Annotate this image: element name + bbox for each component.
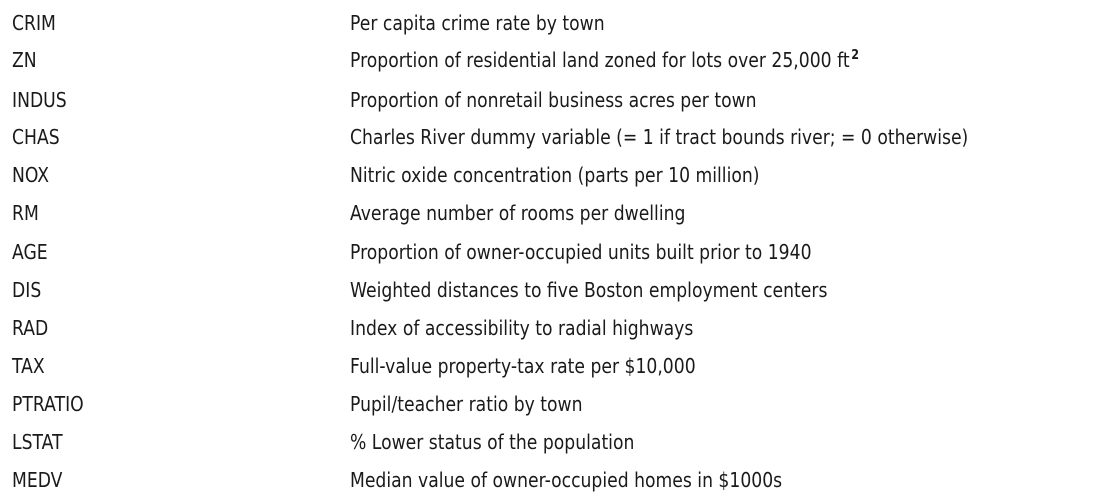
variable-row-lstat: LSTAT % Lower status of the population [0,423,1118,461]
variable-name: AGE [12,240,48,264]
variable-name: INDUS [12,88,67,112]
variable-row-age: AGE Proportion of owner-occupied units b… [0,233,1118,271]
variable-name: ZN [12,48,37,72]
variable-row-medv: MEDV Median value of owner-occupied home… [0,461,1118,499]
variable-description: Proportion of owner-occupied units built… [350,240,812,264]
variable-row-dis: DIS Weighted distances to five Boston em… [0,271,1118,309]
variable-row-tax: TAX Full-value property-tax rate per $10… [0,347,1118,385]
variable-row-zn: ZN Proportion of residential land zoned … [0,41,1118,79]
variable-description: Full-value property-tax rate per $10,000 [350,354,696,378]
variable-row-chas: CHAS Charles River dummy variable (= 1 i… [0,118,1118,156]
variable-name: NOX [12,163,50,187]
variable-name: RAD [12,316,49,340]
variable-row-nox: NOX Nitric oxide concentration (parts pe… [0,156,1118,194]
variable-description: % Lower status of the population [350,430,635,454]
variable-description-wrapper: Proportion of residential land zoned for… [350,41,859,79]
variable-row-crim: CRIM Per capita crime rate by town [0,4,1118,42]
variable-row-rad: RAD Index of accessibility to radial hig… [0,309,1118,347]
variable-description: Average number of rooms per dwelling [350,201,686,225]
superscript-exponent: 2 [851,48,860,63]
variable-name: RM [12,201,39,225]
variable-name: CHAS [12,125,60,149]
variable-description: Index of accessibility to radial highway… [350,316,694,340]
variable-description: Median value of owner-occupied homes in … [350,468,783,492]
variable-row-indus: INDUS Proportion of nonretail business a… [0,81,1118,119]
variable-row-rm: RM Average number of rooms per dwelling [0,194,1118,232]
variable-description: Pupil/teacher ratio by town [350,392,583,416]
variable-description: Nitric oxide concentration (parts per 10… [350,163,760,187]
variable-description: Proportion of residential land zoned for… [350,48,850,72]
variable-row-ptratio: PTRATIO Pupil/teacher ratio by town [0,385,1118,423]
variable-name: PTRATIO [12,392,84,416]
variable-description: Charles River dummy variable (= 1 if tra… [350,125,969,149]
variable-name: DIS [12,278,42,302]
variable-description: Per capita crime rate by town [350,11,605,35]
variable-name: LSTAT [12,430,63,454]
variable-description: Proportion of nonretail business acres p… [350,88,757,112]
variable-name: MEDV [12,468,63,492]
variable-name: CRIM [12,11,56,35]
variable-description: Weighted distances to five Boston employ… [350,278,828,302]
variable-name: TAX [12,354,45,378]
